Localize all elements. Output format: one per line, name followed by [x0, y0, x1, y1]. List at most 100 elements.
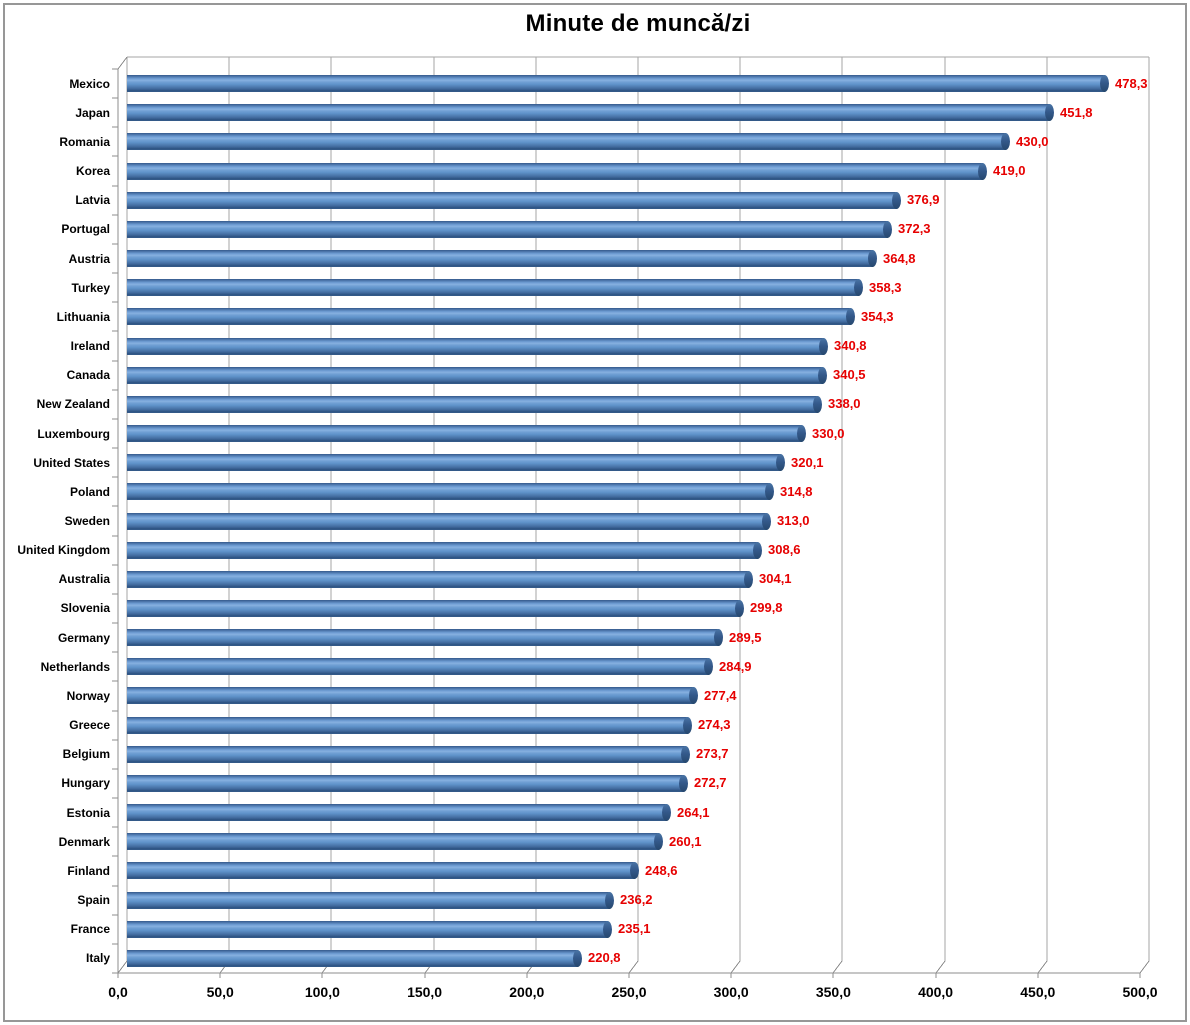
- bar-cap: [683, 716, 692, 734]
- bar: [127, 541, 762, 559]
- category-label: Finland: [67, 863, 110, 878]
- category-label: Sweden: [64, 514, 110, 528]
- x-tick-label: 150,0: [407, 984, 443, 1000]
- category-label: Spain: [77, 893, 110, 908]
- bar: [127, 425, 806, 443]
- bar-cap: [573, 949, 582, 967]
- bar-cap: [797, 425, 806, 443]
- chart-title: Minute de muncă/zi: [525, 10, 751, 37]
- value-label: 284,9: [719, 658, 752, 674]
- category-label: Norway: [66, 688, 110, 703]
- bar: [127, 570, 753, 588]
- bar: [127, 774, 688, 792]
- category-label: Poland: [69, 484, 110, 499]
- bar: [127, 949, 582, 967]
- bar-cap: [1100, 75, 1109, 93]
- value-label: 236,2: [620, 892, 653, 908]
- value-label: 273,7: [696, 746, 729, 762]
- value-label: 451,8: [1060, 104, 1093, 120]
- value-label: 372,3: [898, 221, 931, 237]
- category-label: Denmark: [58, 834, 110, 849]
- value-label: 478,3: [1115, 75, 1148, 91]
- bar: [127, 745, 690, 763]
- floor-bevel: [1037, 960, 1048, 974]
- bar: [127, 891, 614, 909]
- category-label: Latvia: [75, 193, 110, 208]
- x-tick-label: 250,0: [611, 984, 647, 1000]
- bar-cap: [776, 454, 785, 472]
- x-tick-label: 350,0: [815, 984, 851, 1000]
- value-label: 320,1: [791, 454, 824, 470]
- value-label: 358,3: [869, 279, 902, 295]
- category-label: Ireland: [70, 339, 110, 354]
- bar-cap: [681, 745, 690, 763]
- category-label: Romania: [59, 134, 110, 149]
- category-label: Australia: [58, 572, 110, 587]
- bar: [127, 191, 901, 209]
- bar: [127, 483, 774, 501]
- bar: [127, 133, 1010, 151]
- floor-bevel: [628, 960, 639, 974]
- value-label: 364,8: [883, 250, 916, 266]
- bar-cap: [868, 250, 877, 268]
- bar-cap: [762, 512, 771, 530]
- x-tick-label: 0,0: [108, 984, 128, 1000]
- value-label: 308,6: [768, 542, 801, 558]
- category-label: France: [70, 922, 110, 937]
- value-label: 277,4: [704, 687, 737, 703]
- value-label: 264,1: [677, 804, 710, 820]
- bar-cap: [753, 541, 762, 559]
- bar: [127, 833, 663, 851]
- bar: [127, 629, 723, 647]
- category-label: Belgium: [62, 747, 110, 762]
- category-label: Portugal: [61, 222, 110, 237]
- x-tick-label: 450,0: [1020, 984, 1056, 1000]
- bar-cap: [714, 629, 723, 647]
- bar-cap: [654, 833, 663, 851]
- value-label: 340,5: [833, 367, 866, 383]
- bar: [127, 658, 713, 676]
- bar-cap: [883, 220, 892, 238]
- bar: [127, 804, 671, 822]
- bar-cap: [892, 191, 901, 209]
- floor-bevel: [730, 960, 741, 974]
- value-label: 376,9: [907, 192, 940, 208]
- bar: [127, 162, 987, 180]
- value-label: 274,3: [698, 717, 731, 733]
- value-label: 220,8: [588, 950, 621, 966]
- category-label: United Kingdom: [17, 543, 110, 558]
- category-label: Greece: [69, 718, 110, 733]
- bar: [127, 75, 1109, 93]
- category-label: Korea: [75, 164, 110, 179]
- value-label: 299,8: [750, 600, 783, 616]
- bar: [127, 716, 692, 734]
- category-label: Hungary: [61, 776, 110, 791]
- value-label: 304,1: [759, 571, 792, 587]
- bar-cap: [1001, 133, 1010, 151]
- bar-cap: [813, 395, 822, 413]
- value-label: 289,5: [729, 629, 762, 645]
- x-tick-label: 200,0: [509, 984, 545, 1000]
- bar: [127, 454, 785, 472]
- bar: [127, 337, 828, 355]
- bar-cap: [662, 804, 671, 822]
- bar-cap: [978, 162, 987, 180]
- bar-cap: [735, 599, 744, 617]
- bar: [127, 920, 612, 938]
- category-label: Mexico: [69, 76, 110, 91]
- value-label: 248,6: [645, 862, 678, 878]
- bar: [127, 104, 1054, 122]
- value-label: 338,0: [828, 396, 861, 412]
- value-label: 235,1: [618, 921, 651, 937]
- floor-bevel: [832, 960, 843, 974]
- value-label: 272,7: [694, 775, 727, 791]
- floor-bevel: [117, 960, 128, 974]
- bar-cap: [854, 279, 863, 297]
- value-label: 330,0: [812, 425, 845, 441]
- bar: [127, 220, 892, 238]
- category-label: Austria: [68, 251, 110, 266]
- category-label: Estonia: [66, 805, 110, 820]
- value-label: 430,0: [1016, 133, 1049, 149]
- bar-cap: [704, 658, 713, 676]
- floor-bevel: [935, 960, 946, 974]
